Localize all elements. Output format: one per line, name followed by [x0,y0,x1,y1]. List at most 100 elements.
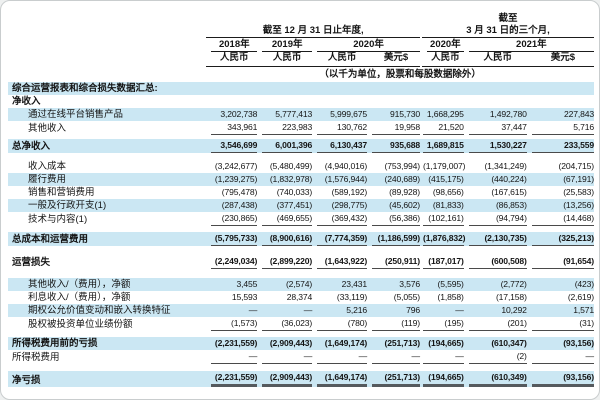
label-column-spacer [8,52,206,64]
value-cell: (5,795,733) [206,232,257,246]
value-cell: — [248,305,258,315]
value-cell: 223,983 [257,121,312,135]
value-cell: — [455,305,464,315]
value-cell: 1,571 [573,305,594,315]
currency-label: 人民币 [220,52,249,63]
value-cell: (119) [367,317,420,331]
value-cell: 3,576 [399,279,420,289]
value-cell: 5,716 [527,121,594,135]
table-row: 一般及行政开支(1) (287,438) (377,451) (298,775) (45… [8,199,594,212]
value-cell: 3,455 [236,279,258,289]
value-cell: — [206,350,257,364]
value-cell: (102,161) [422,212,464,226]
value-cell: (600,508) [464,255,527,269]
row-label: 通过在线平台销售产品 [28,109,124,120]
row-label: 净收入 [12,96,41,107]
row-label: 一般及行政开支(1) [28,200,107,211]
value-cell: (1,186,599) [367,232,420,246]
row-label: 销售和营销费用 [28,187,95,198]
value-cell: (423) [574,279,594,289]
value-cell: (325,213) [527,232,594,246]
value-cell: (25,583) [563,187,594,197]
value-cell: (89,928) [389,187,420,197]
value-cell: (1,649,174) [324,338,368,348]
financial-summary-table: 截至 12 月 31 日止年度, 截至 3 月 31 日的三个月, 2018年 … [8,13,594,387]
value-cell: 21,520 [422,121,464,135]
group-header-row: 截至 12 月 31 日止年度, 截至 3 月 31 日的三个月, [8,13,594,38]
value-cell: (1,876,832) [422,232,465,246]
value-cell: (740,033) [276,187,313,197]
spacer-cell [8,153,594,160]
value-cell: (67,191) [563,174,594,184]
row-label: 综合运营报表和综合损失数据汇总: [12,83,158,94]
value-cell: 5,216 [346,305,368,315]
value-cell: (251,713) [367,371,420,387]
value-cell: (36,023) [257,317,312,331]
currency-label: 人民币 [483,52,512,63]
spacer-cell [8,269,594,278]
table-row: 运营损失 (2,249,034) (2,899,220) (1,643,922) (25… [8,255,594,269]
value-cell: (753,994) [384,161,421,171]
currency-header-row: 人民币 人民币 人民币 美元$ 人民币 人民币 美元$ [8,52,594,64]
annual-group-title: 截至 12 月 31 日止年度, [262,25,364,36]
value-cell: (13,256) [563,200,594,210]
currency-rule-row [8,64,594,67]
value-cell: 6,001,396 [257,139,312,153]
value-cell: (2,231,559) [214,338,258,348]
value-cell: (230,865) [206,212,257,226]
year-2018: 2018年 [206,38,258,52]
value-cell: (1,649,174) [312,371,367,387]
value-cell: (377,451) [276,200,313,210]
currency-label: 人民币 [327,52,357,63]
spacer-row [8,364,594,371]
currency-label: 美元$ [550,52,576,63]
value-cell: (91,654) [527,255,594,269]
value-cell: (167,615) [491,187,527,197]
table-row: 通过在线平台销售产品 3,202,738 5,777,413 5,999,675 915… [8,108,594,121]
value-cell: (1,239,275) [214,174,258,184]
value-cell: 343,961 [206,121,257,135]
value-cell: 3,546,699 [206,139,257,153]
value-cell: 5,777,413 [275,109,313,119]
value-cell: (33,119) [336,292,368,302]
unit-note: （以千为单位，股票和每股数据除外） [319,69,481,80]
year-2020-annual: 2020年 [312,38,420,52]
value-cell: (5,480,499) [269,161,313,171]
value-cell: (2) [464,350,527,364]
table-row: 技术与内容(1) (230,865) (469,655) (369,432) (56,3… [8,212,594,226]
value-cell: — [422,350,464,364]
table-row: 其他收入/（费用），净额 3,455 (2,574) 23,431 3,576 (5,59… [8,278,594,291]
value-cell: 1,668,295 [426,109,464,119]
row-label: 总净收入 [12,141,51,152]
value-cell: 19,958 [367,121,420,135]
row-label: 总成本和运营费用 [12,234,89,245]
value-cell: — [257,350,312,364]
value-cell: (440,224) [491,174,527,184]
value-cell: (17,158) [495,292,527,302]
value-cell: (469,655) [257,212,312,226]
value-cell: 6,130,437 [312,139,367,153]
quarter-group-title-line1: 截至 [498,13,518,24]
year-2019: 2019年 [257,38,313,52]
value-cell: (2,130,735) [464,232,527,246]
value-cell: (1,341,249) [484,161,527,171]
value-cell: (81,833) [432,200,464,210]
row-label: 履行费用 [28,174,67,185]
row-label: 净亏损 [12,375,41,386]
value-cell: 227,843 [563,109,594,119]
value-cell: 935,688 [367,139,420,153]
spacer-cell [8,364,594,371]
currency-label: 美元$ [383,52,409,63]
value-cell: (1,643,922) [312,255,367,269]
value-cell: 3,202,738 [220,109,258,119]
table-row: 所得税费用前的亏损 (2,231,559) (2,909,443) (1,649,17… [8,337,594,350]
value-cell: (187,017) [422,255,464,269]
year-2021-quarter: 2021年 [464,38,594,52]
value-cell: 1,530,227 [464,139,527,153]
table-row: 总成本和运营费用 (5,795,733) (8,900,616) (7,774,359… [8,232,594,246]
value-cell: (2,249,034) [206,255,257,269]
label-column-spacer [8,67,206,83]
value-cell: (8,900,616) [257,232,312,246]
value-cell: (5,055) [393,292,420,302]
